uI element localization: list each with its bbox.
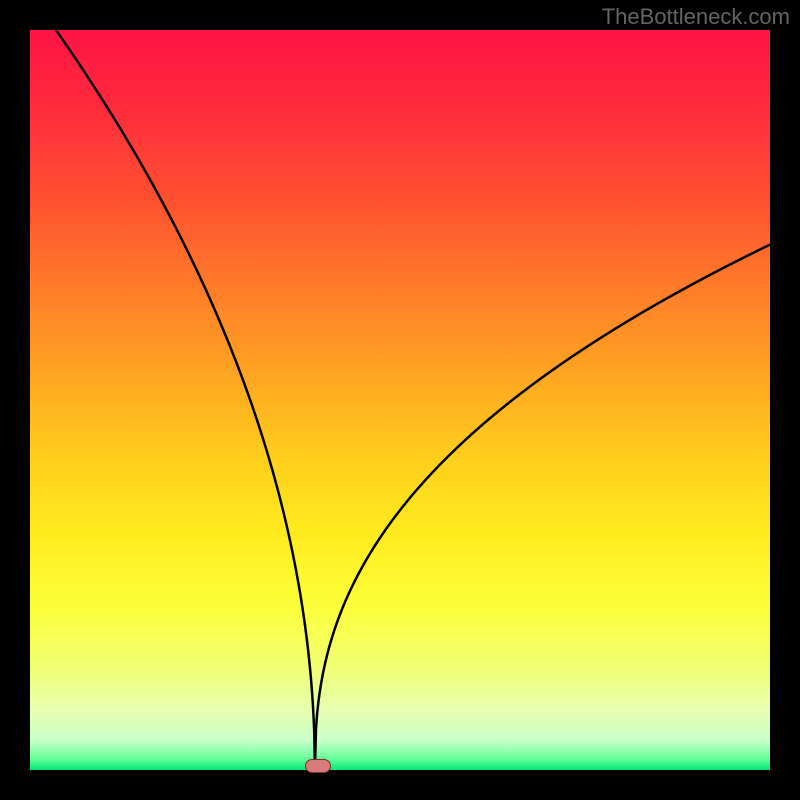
plot-area [30, 30, 770, 770]
curve-right-branch [315, 245, 770, 770]
chart-root: TheBottleneck.com [0, 0, 800, 800]
watermark-text: TheBottleneck.com [602, 4, 790, 30]
bottleneck-curve [30, 30, 770, 770]
optimal-marker [305, 759, 331, 773]
curve-left-branch [56, 30, 315, 770]
